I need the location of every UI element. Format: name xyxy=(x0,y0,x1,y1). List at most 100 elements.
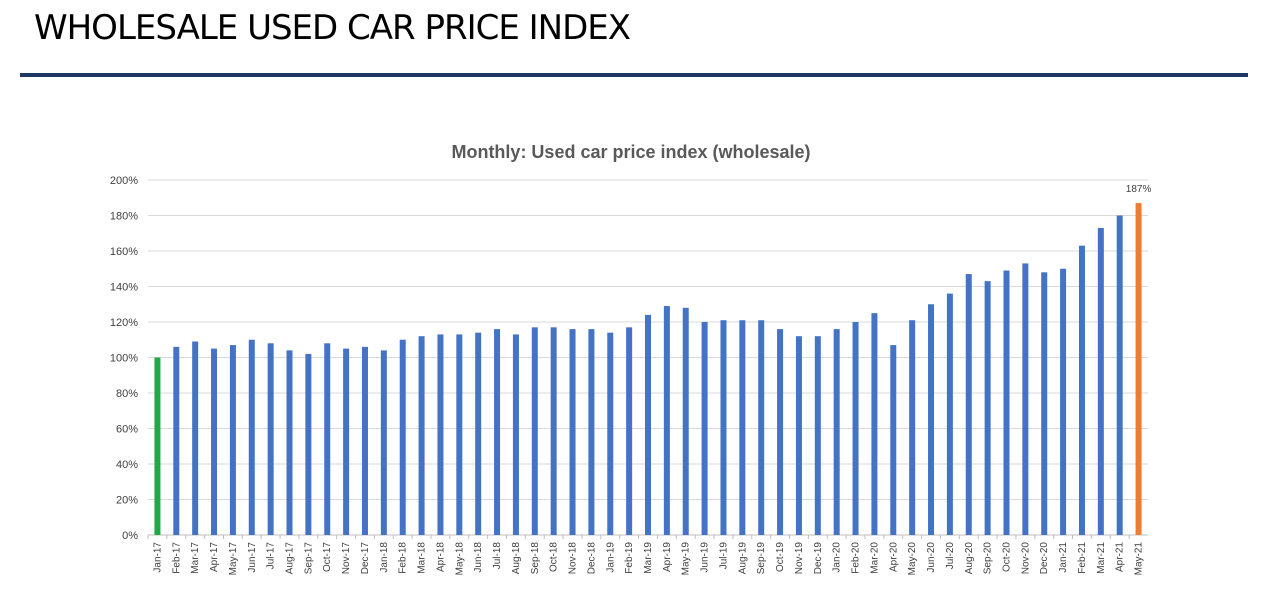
x-tick-label: Feb-20 xyxy=(851,542,862,574)
bar xyxy=(1135,203,1142,535)
bar xyxy=(777,329,784,535)
x-tick-label: Jul-18 xyxy=(492,542,503,570)
y-tick-label: 100% xyxy=(110,353,138,365)
x-tick-label: Aug-17 xyxy=(285,542,296,575)
x-tick-label: Jun-19 xyxy=(700,542,711,573)
x-tick-label: Jun-20 xyxy=(926,542,937,573)
bar xyxy=(814,336,821,535)
x-tick-label: Dec-20 xyxy=(1039,542,1050,575)
x-tick-label: Dec-19 xyxy=(813,542,824,575)
bar xyxy=(550,327,557,535)
bar xyxy=(795,336,802,535)
x-axis-ticks: Jan-17 Feb-17 Mar-17 Apr-17 May-17 Jun-17 Jul-… xyxy=(147,535,1145,576)
x-tick-label: Jan-17 xyxy=(152,542,163,573)
x-tick-label: Jan-19 xyxy=(605,542,616,573)
x-tick-label: Sep-17 xyxy=(303,542,314,575)
chart-title: Monthly: Used car price index (wholesale… xyxy=(451,142,810,162)
x-tick-label: Jul-20 xyxy=(945,542,956,570)
x-tick-label: Nov-17 xyxy=(341,542,352,575)
x-tick-label: May-17 xyxy=(228,542,239,576)
bar xyxy=(1116,215,1123,535)
bar xyxy=(173,346,180,535)
y-tick-label: 80% xyxy=(116,388,138,400)
bar xyxy=(494,329,501,535)
x-tick-label: Jan-20 xyxy=(832,542,843,573)
bar xyxy=(267,343,274,535)
x-tick-label: Sep-20 xyxy=(983,542,994,575)
bar xyxy=(588,329,595,535)
x-tick-label: Oct-18 xyxy=(549,542,560,572)
x-tick-label: Aug-20 xyxy=(964,542,975,575)
bar xyxy=(1060,268,1067,535)
x-tick-label: Mar-17 xyxy=(190,542,201,574)
x-tick-label: Sep-19 xyxy=(756,542,767,575)
bar xyxy=(1003,270,1010,535)
bar xyxy=(965,274,972,535)
bar xyxy=(569,329,576,535)
x-tick-label: Mar-19 xyxy=(643,542,654,574)
bar xyxy=(701,322,708,535)
bar xyxy=(1097,227,1104,536)
x-tick-label: Apr-20 xyxy=(888,542,899,572)
x-tick-label: May-18 xyxy=(454,542,465,576)
bar xyxy=(720,320,727,535)
x-tick-label: Aug-18 xyxy=(511,542,522,575)
y-tick-label: 200% xyxy=(110,175,138,187)
x-tick-label: Oct-20 xyxy=(1001,542,1012,572)
x-tick-label: May-20 xyxy=(907,542,918,576)
x-tick-label: Feb-19 xyxy=(624,542,635,574)
x-tick-label: Dec-18 xyxy=(586,542,597,575)
x-tick-label: Mar-18 xyxy=(417,542,428,574)
x-tick-label: Sep-18 xyxy=(530,542,541,575)
bar xyxy=(343,348,350,535)
bar xyxy=(1022,263,1029,535)
x-tick-label: Jun-17 xyxy=(247,542,258,573)
bar xyxy=(248,339,255,535)
y-tick-label: 40% xyxy=(116,459,138,471)
y-tick-label: 140% xyxy=(110,282,138,294)
bar xyxy=(758,320,765,535)
x-tick-label: Feb-21 xyxy=(1077,542,1088,574)
bar xyxy=(626,327,633,535)
y-tick-label: 60% xyxy=(116,424,138,436)
y-tick-label: 120% xyxy=(110,317,138,329)
bar xyxy=(984,281,991,535)
bar xyxy=(437,334,444,535)
x-tick-label: Nov-19 xyxy=(794,542,805,575)
bar xyxy=(928,304,935,535)
x-tick-label: Oct-19 xyxy=(775,542,786,572)
bar xyxy=(324,343,331,535)
x-tick-label: Nov-18 xyxy=(568,542,579,575)
bars xyxy=(154,203,1142,536)
bar xyxy=(663,306,670,535)
bar xyxy=(154,357,161,535)
page-title: WHOLESALE USED CAR PRICE INDEX xyxy=(34,8,631,48)
gridlines xyxy=(148,179,1148,536)
bar xyxy=(305,353,312,535)
bar xyxy=(531,327,538,535)
x-tick-label: Dec-17 xyxy=(360,542,371,575)
x-tick-label: Aug-19 xyxy=(737,542,748,575)
x-tick-label: Feb-18 xyxy=(398,542,409,574)
x-tick-label: Jun-18 xyxy=(473,542,484,573)
title-divider xyxy=(20,73,1248,77)
x-tick-label: Apr-19 xyxy=(662,542,673,572)
x-tick-label: Apr-21 xyxy=(1115,542,1126,572)
bar xyxy=(871,313,878,535)
y-axis-ticks: 0% 20% 40% 60% 80% 100% 120% 140% 160% 180% 200% xyxy=(110,175,138,542)
bar xyxy=(890,345,897,535)
bar xyxy=(739,320,746,535)
x-tick-label: Mar-20 xyxy=(869,542,880,574)
bar xyxy=(607,332,614,535)
bar xyxy=(211,348,218,535)
bar xyxy=(1041,272,1048,535)
bar xyxy=(833,329,840,535)
bar xyxy=(229,345,236,535)
bar xyxy=(192,341,199,535)
bar xyxy=(512,334,519,535)
x-tick-label: Apr-17 xyxy=(209,542,220,572)
bar xyxy=(399,339,406,535)
x-tick-label: Mar-21 xyxy=(1096,542,1107,574)
x-tick-label: Jan-21 xyxy=(1058,542,1069,573)
